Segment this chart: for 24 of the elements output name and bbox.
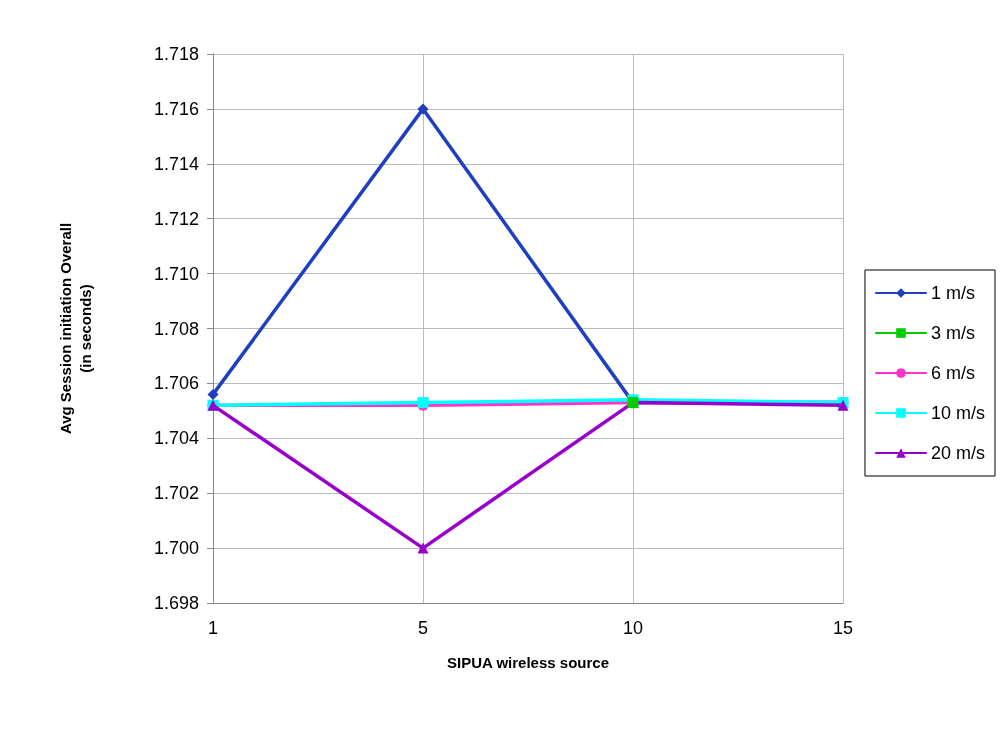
legend-label: 10 m/s <box>930 403 986 423</box>
point <box>417 103 429 115</box>
y-tick-label: 1.698 <box>153 593 199 613</box>
y-tick-label: 1.708 <box>153 318 199 339</box>
y-tick-label: 1.716 <box>153 98 199 119</box>
y-axis-title: Avg Session initiation Overall (in seconds) <box>56 222 94 435</box>
x-axis-title: SIPUA wireless source <box>446 654 610 671</box>
point <box>207 388 219 400</box>
x-tick-label: 1 <box>207 618 219 638</box>
y-tick-label: 1.706 <box>153 373 199 394</box>
y-tick-label: 1.700 <box>153 538 199 559</box>
legend-label: 6 m/s <box>930 363 975 383</box>
legend-label: 3 m/s <box>930 323 975 343</box>
x-tick-label: 15 <box>832 618 854 638</box>
y-tick-label: 1.718 <box>153 44 199 64</box>
legend-label: 20 m/s <box>930 443 986 463</box>
y-tick-label: 1.702 <box>153 483 199 504</box>
x-tick-label: 10 <box>622 618 644 638</box>
legend-label: 1 m/s <box>930 283 975 303</box>
y-tick-label: 1.710 <box>153 263 199 284</box>
y-tick-label: 1.712 <box>153 208 199 229</box>
y-tick-label: 1.714 <box>153 153 199 174</box>
x-tick-label: 5 <box>417 618 429 638</box>
y-tick-label: 1.704 <box>153 428 199 449</box>
